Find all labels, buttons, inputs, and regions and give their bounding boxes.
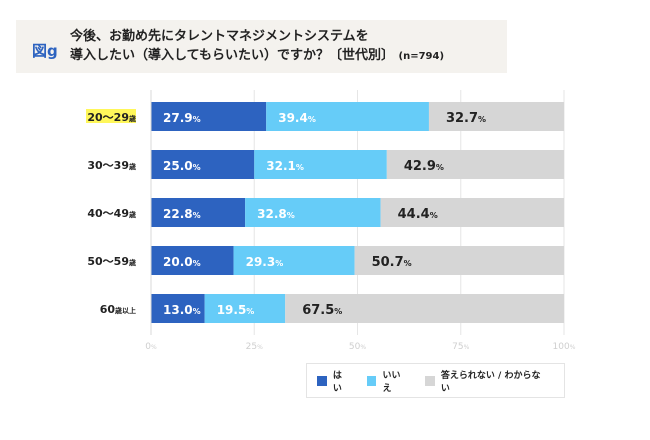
- bar-segment-yes: [151, 246, 234, 275]
- bar-segment-yes: [151, 102, 267, 131]
- chart-title: 今後、お勤め先にタレントマネジメントシステムを 導入したい（導入してもらいたい）…: [70, 27, 444, 66]
- data-label: 29.3%: [246, 255, 284, 269]
- x-tick-label: 50%: [349, 342, 366, 352]
- title-line-1: 今後、お勤め先にタレントマネジメントシステムを: [70, 29, 369, 44]
- legend-swatch: [425, 375, 435, 386]
- data-label: 44.4%: [398, 207, 438, 222]
- x-tick-label: 100%: [553, 342, 576, 352]
- data-label: 42.9%: [404, 159, 444, 174]
- title-line-2: 導入したい（導入してもらいたい）ですか？〔世代別〕: [70, 48, 394, 63]
- category-label: 30〜39歳: [87, 159, 136, 172]
- legend-label: 答えられない / わからない: [440, 370, 541, 394]
- bar-segment-yes: [151, 198, 246, 227]
- legend-item: いいえ: [366, 368, 409, 394]
- category-label: 50〜59歳: [87, 255, 136, 268]
- data-label: 19.5%: [217, 303, 255, 317]
- data-label: 13.0%: [163, 303, 201, 317]
- bar-segment-yes: [151, 150, 255, 179]
- x-tick-label: 25%: [246, 342, 263, 352]
- data-label: 39.4%: [278, 111, 316, 125]
- legend-label: いいえ: [382, 370, 401, 394]
- data-label: 67.5%: [302, 303, 342, 318]
- bar-segment-unsure: [354, 246, 564, 275]
- category-highlight: [86, 109, 136, 123]
- x-tick-label: 75%: [452, 342, 469, 352]
- category-label: 20〜29歳: [87, 111, 136, 124]
- bar-segment-no: [204, 294, 286, 323]
- legend-label: はい: [332, 370, 342, 394]
- bar-segment-unsure: [380, 198, 564, 227]
- bar-segment-no: [266, 102, 429, 131]
- bar-segment-no: [245, 198, 381, 227]
- legend-swatch: [317, 375, 327, 386]
- bar-segment-yes: [151, 294, 205, 323]
- bar-segment-unsure: [285, 294, 564, 323]
- legend: はい いいえ 答えられない / わからない: [306, 363, 565, 398]
- data-label: 25.0%: [163, 159, 201, 173]
- data-label: 32.8%: [257, 207, 295, 221]
- data-label: 20.0%: [163, 255, 201, 269]
- legend-item: 答えられない / わからない: [425, 368, 548, 394]
- bar-segment-unsure: [428, 102, 564, 131]
- x-tick-label: 0%: [145, 342, 157, 352]
- category-label: 40〜49歳: [87, 207, 136, 220]
- category-label: 60歳以上: [100, 303, 136, 316]
- data-label: 32.7%: [446, 111, 486, 126]
- bar-segment-no: [233, 246, 355, 275]
- data-label: 22.8%: [163, 207, 201, 221]
- data-label: 50.7%: [372, 255, 412, 270]
- data-label: 27.9%: [163, 111, 201, 125]
- figure-label: 図g: [32, 42, 58, 60]
- sample-size: (n=794): [398, 51, 445, 62]
- bar-segment-unsure: [386, 150, 564, 179]
- legend-item: はい: [317, 368, 351, 394]
- legend-swatch: [366, 375, 377, 386]
- data-label: 32.1%: [266, 159, 304, 173]
- bar-segment-no: [254, 150, 387, 179]
- chart-header: [16, 20, 507, 73]
